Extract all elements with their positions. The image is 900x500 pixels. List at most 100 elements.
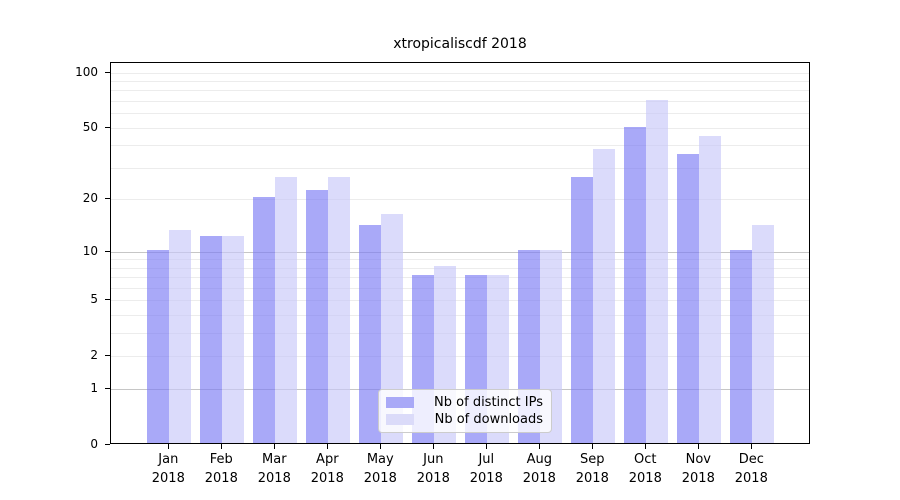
plot-area [110,62,810,444]
bar-mar-downloads [275,177,298,443]
year-label: 2018 [734,470,768,486]
x-tick-mark [539,444,541,449]
month-label: Nov [685,452,711,467]
bar-mar-distinct-ips [253,197,276,443]
legend-item: Nb of distinct IPs [386,395,543,410]
gridline [111,277,809,279]
bar-nov-downloads [699,135,722,443]
legend-swatch-icon [386,397,414,408]
y-tick-label: 0 [90,437,98,451]
x-tick-mark [645,444,647,449]
x-tick-label-jan: Jan 2018 [152,451,185,489]
bar-apr-downloads [328,177,351,443]
x-tick-label-jun: Jun 2018 [417,451,450,489]
x-tick-mark [751,444,753,449]
year-label: 2018 [204,470,238,486]
gridline [111,167,809,169]
year-label: 2018 [469,470,503,486]
gridline [111,113,809,115]
year-label: 2018 [628,470,662,486]
gridline [111,259,809,261]
legend: Nb of distinct IPs Nb of downloads [378,389,552,433]
x-tick-label-feb: Feb 2018 [205,451,238,489]
gridline [111,300,809,302]
bar-dec-downloads [752,224,775,443]
bar-feb-distinct-ips [200,236,223,443]
x-tick-mark [168,444,170,449]
legend-swatch-icon [386,414,414,425]
x-tick-label-oct: Oct 2018 [629,451,662,489]
bar-jan-downloads [169,230,192,443]
x-tick-mark [698,444,700,449]
x-tick-label-mar: Mar 2018 [258,451,291,489]
gridline [111,199,809,201]
chart-title: xtropicaliscdf 2018 [393,36,527,52]
month-label: Feb [209,452,233,467]
month-label: Aug [526,452,552,467]
bar-sep-distinct-ips [571,177,594,443]
gridline [111,288,809,289]
y-tick-label: 10 [82,243,98,258]
bar-apr-distinct-ips [306,190,329,443]
y-tick-mark [105,71,110,73]
x-tick-label-sep: Sep 2018 [576,451,609,489]
y-tick-mark [105,388,110,390]
y-tick-label: 2 [90,348,98,363]
legend-label: Nb of distinct IPs [434,395,543,410]
year-label: 2018 [363,470,397,486]
gridline [111,81,809,82]
year-label: 2018 [681,470,715,486]
month-label: Jun [423,452,444,467]
month-label: Jul [478,452,495,467]
month-label: May [366,452,394,467]
bar-sep-downloads [593,149,616,443]
month-label: Apr [316,452,339,467]
year-label: 2018 [151,470,185,486]
year-label: 2018 [257,470,291,486]
bar-nov-distinct-ips [677,153,700,443]
bar-dec-distinct-ips [730,249,753,443]
x-tick-label-jul: Jul 2018 [470,451,503,489]
legend-label: Nb of downloads [434,412,543,427]
legend-item: Nb of downloads [386,412,543,427]
x-tick-mark [486,444,488,449]
gridline-major [111,251,809,253]
year-label: 2018 [416,470,450,486]
year-label: 2018 [522,470,556,486]
month-label: Oct [634,452,657,467]
x-tick-mark [380,444,382,449]
x-tick-label-nov: Nov 2018 [682,451,715,489]
x-tick-label-may: May 2018 [364,451,397,489]
y-tick-mark [105,444,110,445]
y-tick-mark [105,250,110,252]
gridline [111,356,809,358]
month-label: Dec [738,452,764,467]
x-tick-mark [433,444,435,449]
gridline [111,267,809,269]
month-label: Sep [580,452,605,467]
bar-oct-distinct-ips [624,127,647,443]
gridline [111,145,809,147]
bar-oct-downloads [646,100,669,443]
x-tick-label-dec: Dec 2018 [735,451,768,489]
x-tick-label-aug: Aug 2018 [523,451,556,489]
y-tick-mark [105,355,110,357]
y-tick-mark [105,198,110,200]
year-label: 2018 [310,470,344,486]
month-label: Mar [262,452,287,467]
gridline [111,315,809,317]
x-tick-mark [327,444,329,449]
x-tick-mark [592,444,594,449]
year-label: 2018 [575,470,609,486]
gridline [111,333,809,335]
x-tick-label-apr: Apr 2018 [311,451,344,489]
bar-may-downloads [381,214,404,443]
gridline [111,72,809,74]
y-tick-label: 20 [82,191,98,206]
y-tick-label: 5 [90,292,98,307]
bar-may-distinct-ips [359,224,382,443]
gridline [111,127,809,129]
y-tick-mark [105,126,110,128]
y-tick-label: 50 [82,119,98,134]
bar-jan-distinct-ips [147,249,170,443]
